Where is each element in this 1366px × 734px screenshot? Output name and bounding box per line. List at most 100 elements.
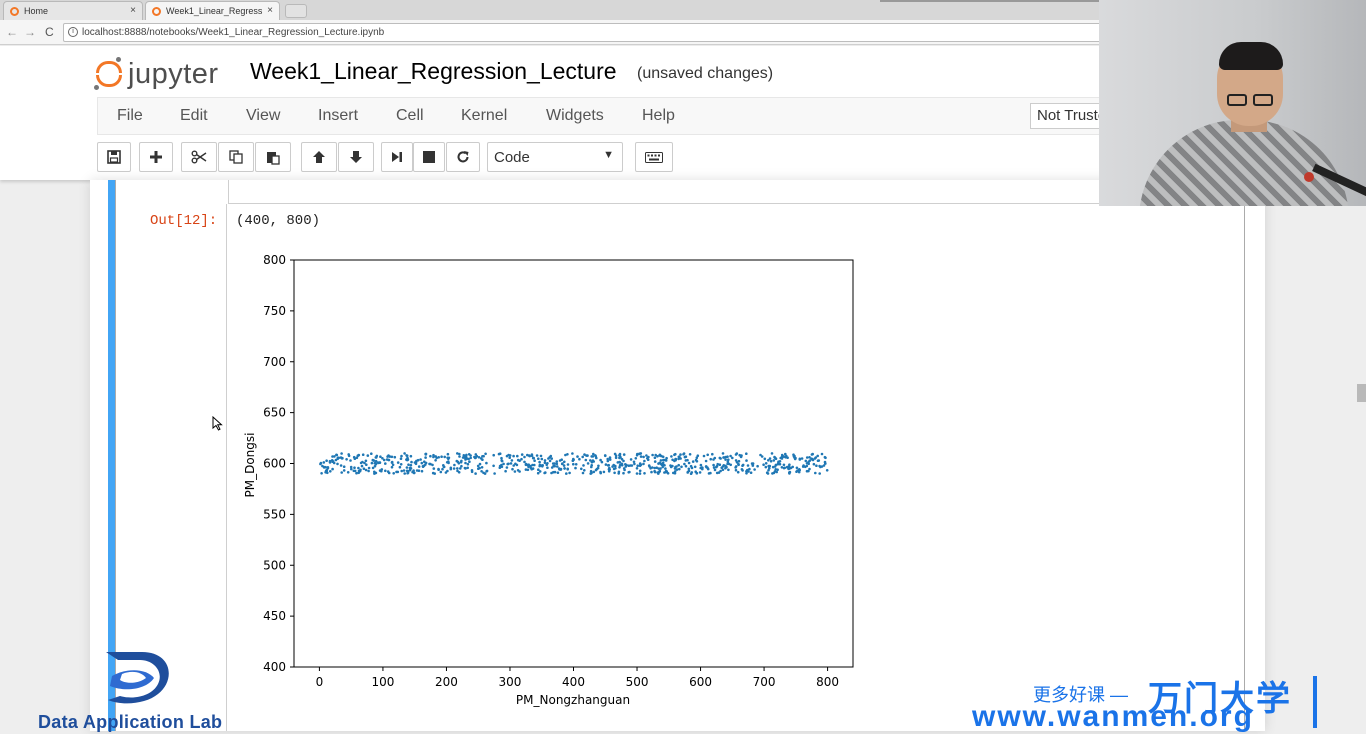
paste-button[interactable] [255,142,291,172]
scatter-point [355,456,359,460]
command-palette-button[interactable] [635,142,673,172]
restart-kernel-button[interactable] [446,142,480,172]
scatter-point [386,470,390,473]
scatter-point [620,457,624,461]
scatter-point [563,460,566,464]
scatter-point [741,463,745,467]
menu-kernel[interactable]: Kernel [461,107,508,124]
new-tab-button[interactable] [285,4,307,18]
browser-tab-home[interactable]: Home × [3,1,143,20]
scatter-point [566,463,570,466]
move-up-button[interactable] [301,142,337,172]
scatter-point [622,453,626,456]
menu-cell[interactable]: Cell [396,107,424,124]
scatter-point [387,458,391,462]
scatter-point [653,469,656,473]
scatter-point [618,463,622,467]
scatter-point [444,471,448,474]
tab-close-icon[interactable]: × [130,5,136,16]
scatter-point [406,471,409,475]
scatter-point [552,470,555,474]
menu-edit[interactable]: Edit [180,107,208,124]
plus-icon [150,151,162,163]
scatter-point [581,471,585,475]
cut-button[interactable] [181,142,217,172]
scatter-point [382,458,386,462]
arrow-up-icon [313,151,325,163]
scatter-point [813,457,817,460]
scatter-point [551,462,555,465]
jupyter-logo[interactable]: jupyter [94,54,219,94]
menu-file[interactable]: File [117,107,143,124]
scatter-point [458,452,461,456]
scatter-point [564,453,567,457]
run-cell-button[interactable] [381,142,413,172]
scatter-point [332,461,336,465]
scatter-point [642,462,645,466]
scatter-point [540,464,543,467]
insert-cell-button[interactable] [139,142,173,172]
menu-help[interactable]: Help [642,107,675,124]
x-tick-label: 600 [689,675,712,689]
menu-widgets[interactable]: Widgets [546,107,604,124]
scatter-point [661,455,665,459]
cell-type-select[interactable]: Code ▼ [487,142,623,172]
forward-icon[interactable]: → [24,25,36,39]
scatter-point [319,461,323,465]
menu-insert[interactable]: Insert [318,107,359,124]
scatter-point [727,468,730,472]
scatter-point [556,471,560,474]
scatter-point [727,462,731,466]
scatter-point [342,465,346,468]
scatter-point [445,461,449,464]
info-icon[interactable]: i [68,27,78,37]
scatter-point [746,468,749,472]
page-scrollbar[interactable] [1357,384,1366,402]
scatter-point [727,458,730,461]
scatter-point [633,462,636,466]
scatter-point [552,464,555,468]
tab-close-icon[interactable]: × [267,5,273,16]
copy-button[interactable] [218,142,254,172]
back-icon[interactable]: ← [6,25,18,39]
browser-tab-notebook[interactable]: Week1_Linear_Regress × [145,1,280,20]
scatter-point [421,464,425,468]
scatter-point [589,459,592,462]
menu-view[interactable]: View [246,107,281,124]
y-axis: 400 450 500 550 600 650 700 750 800 [263,253,294,674]
dal-logo-icon [106,652,169,704]
scatter-point [638,472,642,475]
scatter-point [412,471,416,475]
interrupt-kernel-button[interactable] [413,142,445,172]
step-forward-icon [392,152,402,162]
scatter-point [690,471,694,474]
scatter-point [820,452,824,456]
overlay-edge [880,0,1170,2]
scatter-point [693,465,697,469]
scatter-point [361,453,365,456]
code-cell[interactable] [115,180,1245,731]
reload-icon[interactable]: C [45,25,54,39]
scatter-point [523,455,526,459]
browser-tab-bar: Home × Week1_Linear_Regress × [0,0,1366,20]
scatter-point [769,459,773,463]
scatter-point [745,452,748,455]
save-button[interactable] [97,142,131,172]
scatter-point [666,472,670,475]
move-down-button[interactable] [338,142,374,172]
url-field[interactable]: i localhost:8888/notebooks/Week1_Linear_… [63,23,1103,42]
notebook-title[interactable]: Week1_Linear_Regression_Lecture [250,58,617,84]
scatter-point [800,457,804,460]
scatter-point [675,468,679,471]
scatter-point [538,460,541,464]
scatter-point [632,460,636,464]
trust-indicator[interactable]: Not Truste [1030,103,1108,129]
scatter-point [711,452,714,456]
scatter-point [672,471,675,475]
scatter-point [524,463,528,467]
scatter-point [459,460,463,464]
scatter-point [665,470,669,473]
scatter-point [699,463,703,467]
scatter-point [565,472,568,475]
scatter-point [434,455,437,458]
